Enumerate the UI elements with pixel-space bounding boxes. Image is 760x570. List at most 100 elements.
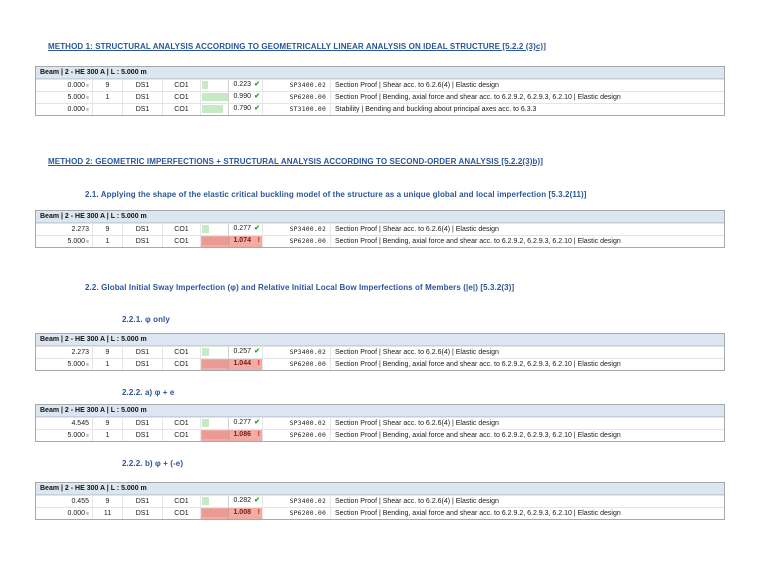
results-table-method1: Beam | 2 - HE 300 A | L : 5.000 m 0.000≡ 9… bbox=[35, 66, 725, 116]
fail-exclamation-icon: ! bbox=[257, 509, 260, 516]
point-number-cell bbox=[93, 104, 123, 115]
location-cell: 0.000≡ bbox=[36, 508, 93, 519]
heading-2-2-sway-and-bow-imperfections: 2.2. Global Initial Sway Imperfection (φ… bbox=[85, 283, 515, 292]
results-table-phi-plus-e: Beam | 2 - HE 300 A | L : 5.000 m 4.545 9 D… bbox=[35, 404, 725, 442]
location-cell: 5.000≡ bbox=[36, 430, 93, 441]
load-combination-cell: CO1 bbox=[163, 347, 201, 358]
max-location-marker-icon: ≡ bbox=[86, 106, 89, 113]
utilization-bar-cell: 0.990 ✔ bbox=[201, 92, 263, 103]
design-check-description: Section Proof | Shear acc. to 6.2.6(4) |… bbox=[335, 226, 499, 233]
pass-check-icon: ✔ bbox=[254, 93, 260, 100]
utilization-bar-cell: 1.074! bbox=[201, 236, 263, 247]
location-cell: 5.000≡ bbox=[36, 236, 93, 247]
utilization-bar-cell: 0.223 ✔ bbox=[201, 80, 263, 91]
pass-check-icon: ✔ bbox=[254, 348, 260, 355]
unity-limit-line bbox=[228, 80, 229, 91]
design-check-description: Stability | Bending and buckling about p… bbox=[335, 106, 537, 113]
location-value: 0.000 bbox=[67, 106, 86, 113]
load-combination-cell: CO1 bbox=[163, 508, 201, 519]
max-location-marker-icon: ≡ bbox=[86, 82, 89, 89]
design-check-code: SP3400.02 bbox=[263, 80, 331, 91]
ratio-value: 0.277 bbox=[233, 225, 251, 232]
heading-2-1-buckling-shape: 2.1. Applying the shape of the elastic c… bbox=[85, 190, 587, 199]
beam-header: Beam | 2 - HE 300 A | L : 5.000 m bbox=[36, 483, 724, 495]
point-number-cell: 1 bbox=[93, 359, 123, 370]
design-check-code: SP3400.02 bbox=[263, 496, 331, 507]
utilization-bar-cell: 1.044! bbox=[201, 359, 263, 370]
location-cell: 0.000≡ bbox=[36, 104, 93, 115]
location-cell: 5.000≡ bbox=[36, 359, 93, 370]
table-row: 5.000≡ 1 DS1 CO1 1.044! SP6200.00 Section Proo… bbox=[36, 358, 724, 370]
utilization-bar bbox=[202, 509, 229, 517]
fail-exclamation-icon: ! bbox=[257, 431, 260, 438]
unity-limit-line bbox=[228, 104, 229, 115]
pass-check-icon: ✔ bbox=[254, 497, 260, 504]
design-check-code: SP6200.00 bbox=[263, 236, 331, 247]
utilization-bar-cell: 0.277 ✔ bbox=[201, 418, 263, 429]
unity-limit-line bbox=[228, 92, 229, 103]
design-check-description: Section Proof | Shear acc. to 6.2.6(4) |… bbox=[335, 82, 499, 89]
unity-limit-line bbox=[228, 508, 229, 519]
unity-limit-line bbox=[228, 359, 229, 370]
max-location-marker-icon: ≡ bbox=[86, 238, 89, 245]
beam-header: Beam | 2 - HE 300 A | L : 5.000 m bbox=[36, 211, 724, 223]
point-number-cell: 9 bbox=[93, 496, 123, 507]
utilization-bar bbox=[202, 431, 231, 439]
design-check-code: SP6200.00 bbox=[263, 508, 331, 519]
ratio-value: 1.086 bbox=[233, 431, 251, 438]
design-check-description: Section Proof | Shear acc. to 6.2.6(4) |… bbox=[335, 498, 499, 505]
pass-check-icon: ✔ bbox=[254, 225, 260, 232]
design-check-code: SP6200.00 bbox=[263, 359, 331, 370]
point-number-cell: 9 bbox=[93, 80, 123, 91]
beam-header: Beam | 2 - HE 300 A | L : 5.000 m bbox=[36, 405, 724, 417]
location-value: 2.273 bbox=[71, 226, 89, 233]
unity-limit-line bbox=[228, 496, 229, 507]
design-check-description: Section Proof | Bending, axial force and… bbox=[335, 432, 621, 439]
design-check-description: Section Proof | Bending, axial force and… bbox=[335, 94, 621, 101]
design-check-description: Section Proof | Bending, axial force and… bbox=[335, 238, 621, 245]
design-check-code: SP6200.00 bbox=[263, 92, 331, 103]
load-combination-cell: CO1 bbox=[163, 359, 201, 370]
design-check-description: Section Proof | Bending, axial force and… bbox=[335, 510, 621, 517]
load-combination-cell: CO1 bbox=[163, 104, 201, 115]
location-value: 5.000 bbox=[67, 432, 86, 439]
ratio-value: 1.008 bbox=[233, 509, 251, 516]
location-value: 0.455 bbox=[71, 498, 89, 505]
load-combination-cell: CO1 bbox=[163, 224, 201, 235]
unity-limit-line bbox=[228, 236, 229, 247]
location-cell: 2.273 bbox=[36, 224, 93, 235]
beam-header: Beam | 2 - HE 300 A | L : 5.000 m bbox=[36, 334, 724, 346]
ratio-value: 0.790 bbox=[233, 105, 251, 112]
design-situation-cell: DS1 bbox=[123, 347, 163, 358]
table-row: 2.273 9 DS1 CO1 0.277 ✔ SP3400.02 Section Proof… bbox=[36, 223, 724, 235]
heading-method-2: METHOD 2: GEOMETRIC IMPERFECTIONS + STRU… bbox=[48, 157, 544, 166]
utilization-bar bbox=[202, 225, 210, 233]
utilization-bar-cell: 0.790 ✔ bbox=[201, 104, 263, 115]
point-number-cell: 1 bbox=[93, 92, 123, 103]
utilization-bar bbox=[202, 237, 230, 245]
location-value: 5.000 bbox=[67, 94, 86, 101]
load-combination-cell: CO1 bbox=[163, 430, 201, 441]
design-situation-cell: DS1 bbox=[123, 359, 163, 370]
table-row: 4.545 9 DS1 CO1 0.277 ✔ SP3400.02 Section Proof… bbox=[36, 417, 724, 429]
point-number-cell: 9 bbox=[93, 418, 123, 429]
ratio-value: 1.044 bbox=[233, 360, 251, 367]
design-situation-cell: DS1 bbox=[123, 224, 163, 235]
design-check-description: Section Proof | Shear acc. to 6.2.6(4) |… bbox=[335, 349, 499, 356]
point-number-cell: 9 bbox=[93, 224, 123, 235]
table-row: 5.000≡ 1 DS1 CO1 0.990 ✔ SP6200.00 Section Proo… bbox=[36, 91, 724, 103]
load-combination-cell: CO1 bbox=[163, 496, 201, 507]
heading-2-2-2b-phi-minus-e: 2.2.2. b) φ + (-e) bbox=[122, 459, 184, 468]
load-combination-cell: CO1 bbox=[163, 80, 201, 91]
design-check-code: SP3400.02 bbox=[263, 418, 331, 429]
unity-limit-line bbox=[228, 418, 229, 429]
utilization-bar bbox=[202, 348, 209, 356]
max-location-marker-icon: ≡ bbox=[86, 510, 89, 517]
ratio-value: 0.990 bbox=[233, 93, 251, 100]
unity-limit-line bbox=[228, 347, 229, 358]
design-situation-cell: DS1 bbox=[123, 104, 163, 115]
ratio-value: 0.257 bbox=[233, 348, 251, 355]
load-combination-cell: CO1 bbox=[163, 92, 201, 103]
utilization-bar bbox=[202, 497, 210, 505]
